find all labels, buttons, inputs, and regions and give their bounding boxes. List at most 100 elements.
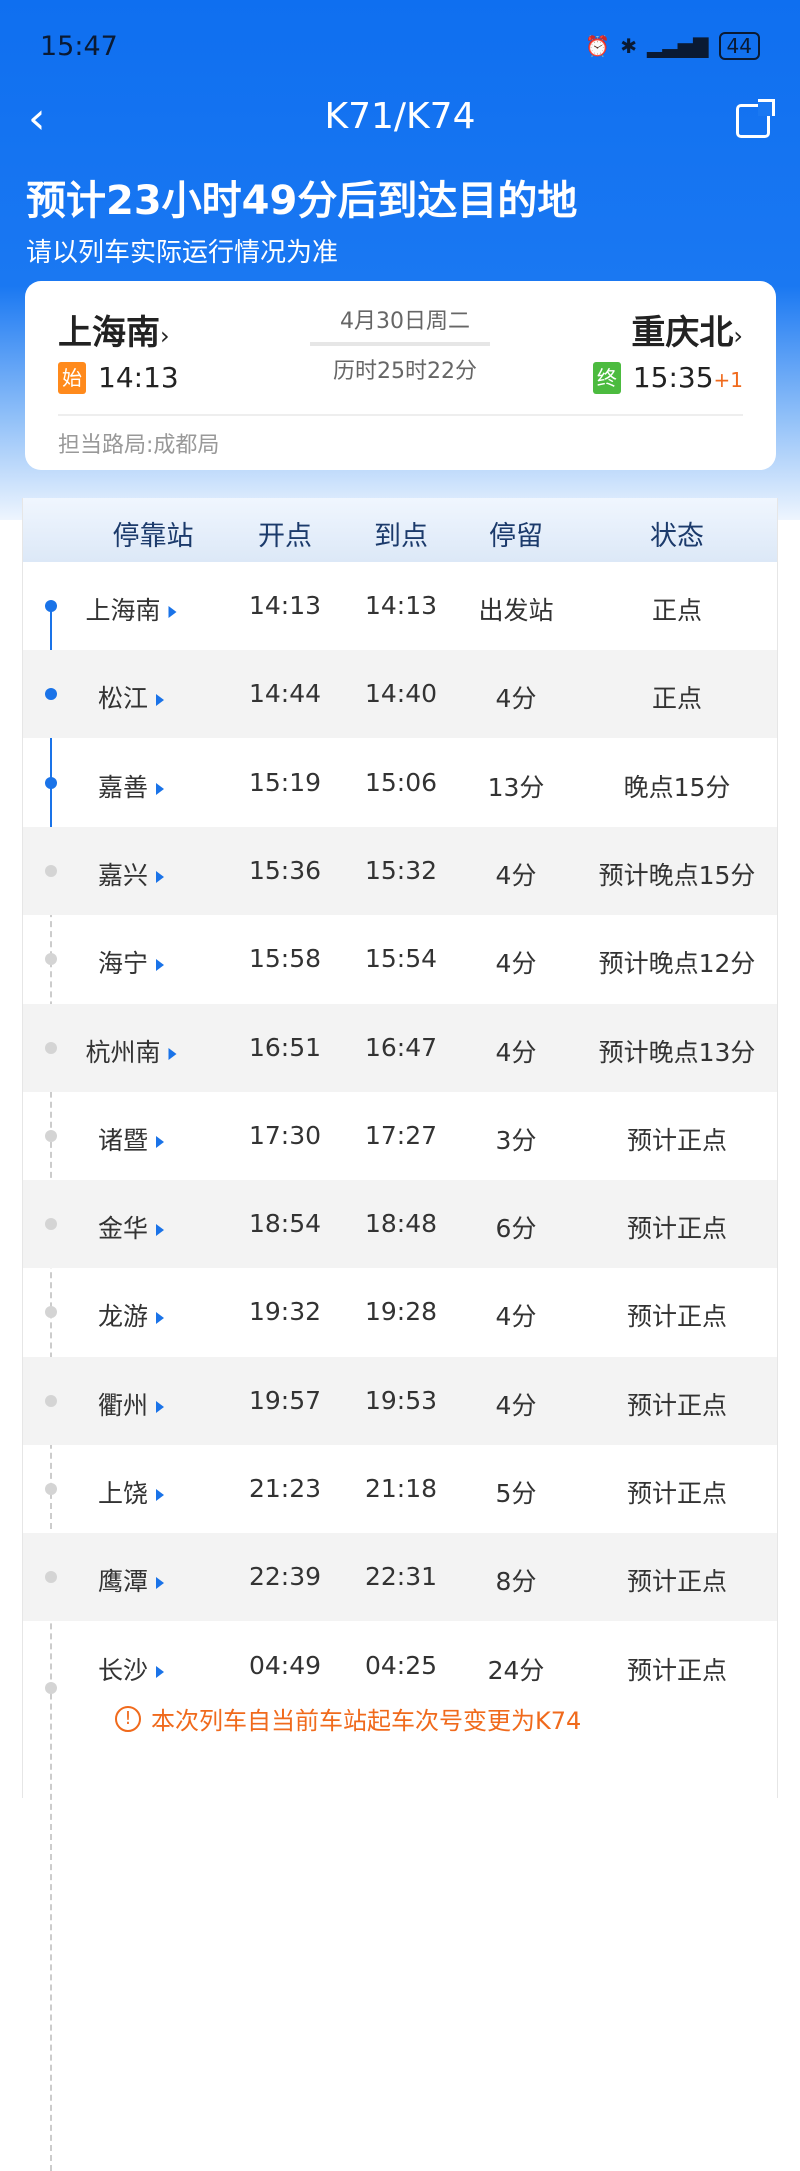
cell-dep: 18:54	[249, 1209, 321, 1238]
dep-text: 15:36	[248, 855, 322, 885]
from-station[interactable]: 上海南›	[58, 313, 170, 353]
table-row[interactable]: 上饶 21:23 21:18 5分 预计正点	[23, 1445, 777, 1533]
status-text: 预计晚点13分	[598, 1037, 756, 1067]
table-row[interactable]: 上海南 14:13 14:13 出发站 正点	[23, 562, 777, 650]
cell-station[interactable]: 松江	[98, 679, 165, 715]
cell-arr: 15:32	[365, 856, 437, 885]
cell-dep: 14:13	[249, 591, 321, 620]
to-station[interactable]: 重庆北›	[631, 313, 743, 353]
cell-arr: 14:13	[365, 591, 437, 620]
trip-summary-card: 上海南› 始 14:13 4月30日周二 历时25时22分 重庆北› 终 15:35…	[25, 281, 776, 470]
table-row[interactable]: 金华 18:54 18:48 6分 预计正点	[23, 1180, 777, 1269]
cell-stay: 6分	[496, 1209, 537, 1245]
table-row[interactable]: 长沙 04:49 04:25 24分 预计正点	[23, 1622, 777, 1710]
dep-text: 18:54	[248, 1209, 322, 1239]
back-icon[interactable]: ‹	[28, 93, 46, 144]
table-row[interactable]: 嘉兴 15:36 15:32 4分 预计晚点15分	[23, 826, 777, 915]
page-title: K71/K74	[324, 96, 476, 137]
cell-status: 预计正点	[627, 1121, 727, 1157]
arr-text: 04:25	[364, 1650, 438, 1680]
status-text: 正点	[651, 596, 703, 625]
cell-arr: 15:54	[365, 944, 437, 973]
cell-status: 晚点15分	[624, 768, 731, 804]
cell-status: 预计正点	[627, 1651, 727, 1687]
stop-dot	[45, 776, 57, 789]
cell-stay: 4分	[496, 944, 537, 980]
stop-dot	[45, 1394, 57, 1407]
table-row[interactable]: 海宁 15:58 15:54 4分 预计晚点12分	[23, 915, 777, 1003]
table-row[interactable]: 衢州 19:57 19:53 4分 预计正点	[23, 1356, 777, 1445]
cell-station[interactable]: 鹰潭	[97, 1562, 165, 1598]
cell-status: 预计正点	[627, 1474, 727, 1510]
stop-dot	[45, 1041, 57, 1054]
alarm-icon: ⏰	[585, 34, 611, 58]
stay-text: 4分	[495, 949, 537, 979]
cell-stay: 出发站	[478, 591, 553, 627]
arr-text: 22:31	[364, 1562, 438, 1592]
cell-arr: 16:47	[365, 1033, 437, 1062]
status-text: 正点	[651, 684, 703, 714]
cell-dep: 04:49	[249, 1651, 321, 1680]
clock: 15:47	[40, 30, 118, 62]
cell-station[interactable]: 嘉兴	[98, 856, 165, 892]
stay-text: 24分	[487, 1655, 545, 1685]
stop-dot	[45, 600, 57, 612]
cell-status: 预计晚点13分	[599, 1033, 756, 1069]
cell-status: 预计正点	[627, 1562, 727, 1598]
cell-status: 预计正点	[627, 1386, 727, 1422]
travel-date: 4月30日周二	[340, 309, 470, 334]
arr-text: 18:48	[364, 1209, 438, 1239]
caret-right-icon	[156, 694, 165, 707]
station-text: 金华	[97, 1214, 149, 1244]
dep-text: 21:23	[248, 1474, 322, 1503]
table-row[interactable]: 杭州南 16:51 16:47 4分 预计晚点13分	[23, 1003, 777, 1092]
cell-station[interactable]: 海宁	[98, 944, 165, 980]
table-row[interactable]: 诸暨 17:30 17:27 3分 预计正点	[23, 1092, 777, 1180]
caret-right-icon	[156, 1577, 165, 1590]
cell-station[interactable]: 龙游	[98, 1297, 165, 1333]
status-text: 预计晚点12分	[598, 949, 756, 979]
to-time: 15:35	[632, 361, 714, 394]
cell-station[interactable]: 上饶	[98, 1474, 165, 1510]
cell-station[interactable]: 嘉善	[98, 768, 165, 804]
cell-station[interactable]: 衢州	[98, 1386, 165, 1422]
signal-icon: ▂▃▅▇	[647, 34, 709, 58]
table-row[interactable]: 嘉善 15:19 15:06 13分 晚点15分	[23, 739, 777, 827]
nav-bar: ‹ K71/K74	[0, 90, 800, 150]
divider	[58, 414, 743, 416]
cell-station[interactable]: 金华	[97, 1209, 165, 1245]
arr-text: 19:28	[364, 1297, 438, 1327]
stop-dot	[45, 864, 57, 877]
table-row[interactable]: 龙游 19:32 19:28 4分 预计正点	[23, 1268, 777, 1356]
cell-station[interactable]: 上海南	[85, 591, 177, 627]
bluetooth-icon: ✱	[620, 34, 638, 58]
share-icon[interactable]	[736, 104, 770, 138]
table-row[interactable]: 松江 14:44 14:40 4分 正点	[23, 650, 777, 739]
stops-table: 停靠站 开点 到点 停留 状态 上海南 14:13 14:13 出发站 正点 松江 14:4…	[22, 498, 778, 2171]
dep-text: 04:49	[248, 1650, 322, 1680]
station-text: 长沙	[97, 1655, 149, 1685]
table-row[interactable]: 鹰潭 22:39 22:31 8分 预计正点	[23, 1533, 777, 1622]
stay-text: 8分	[495, 1567, 537, 1597]
dep-text: 15:19	[248, 767, 322, 797]
cell-station[interactable]: 诸暨	[97, 1121, 165, 1157]
stop-dot	[45, 1129, 57, 1142]
col-departure: 开点	[258, 521, 312, 552]
cell-station[interactable]: 杭州南	[85, 1033, 177, 1069]
caret-right-icon	[168, 606, 177, 618]
col-stay: 停留	[489, 521, 543, 552]
bureau: 担当路局:成都局	[58, 433, 220, 458]
cell-stay: 4分	[496, 1386, 537, 1422]
status-text: 预计正点	[626, 1214, 728, 1244]
from-time-group: 始 14:13	[58, 361, 179, 394]
stay-text: 5分	[495, 1479, 537, 1508]
stop-dot	[45, 1681, 57, 1694]
station-text: 诸暨	[97, 1125, 149, 1155]
cell-station[interactable]: 长沙	[97, 1651, 165, 1687]
cell-dep: 16:51	[249, 1033, 321, 1062]
station-text: 鹰潭	[97, 1567, 149, 1597]
cell-dep: 17:30	[249, 1121, 321, 1150]
cell-status: 正点	[652, 591, 702, 627]
arr-text: 15:54	[364, 944, 438, 974]
caret-right-icon	[156, 1135, 165, 1148]
